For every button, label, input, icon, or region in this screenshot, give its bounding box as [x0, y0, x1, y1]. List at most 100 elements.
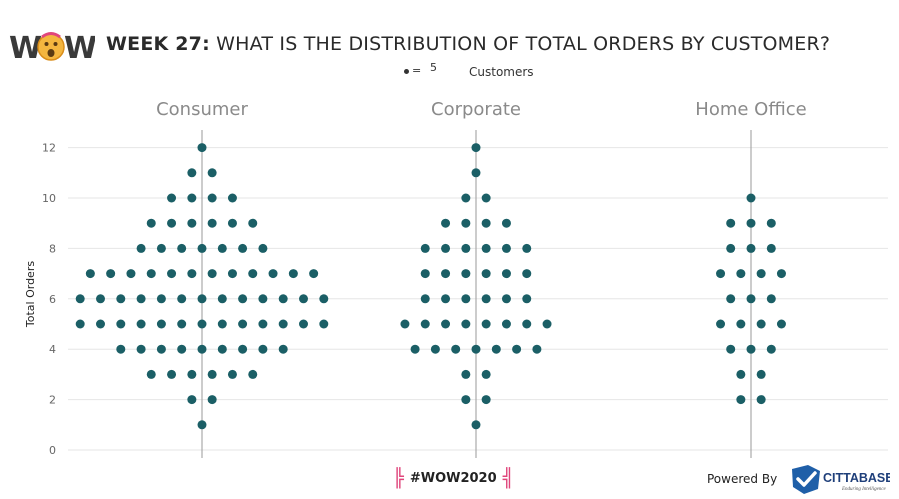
dot-orders-6: [501, 294, 511, 304]
dot-orders-7: [146, 269, 156, 279]
dot-orders-8: [461, 243, 471, 253]
dot-orders-10: [187, 193, 197, 203]
dot-orders-4: [746, 344, 756, 354]
dot-orders-6: [746, 294, 756, 304]
dot-orders-8: [156, 243, 166, 253]
dot-orders-7: [309, 269, 319, 279]
page-title: WEEK 27: WHAT IS THE DISTRIBUTION OF TOT…: [106, 33, 830, 55]
dot-orders-9: [187, 218, 197, 228]
y-tick-label: 0: [49, 444, 56, 457]
dot-orders-2: [756, 395, 766, 405]
dot-orders-7: [461, 269, 471, 279]
dot-orders-2: [187, 395, 197, 405]
dot-orders-6: [136, 294, 146, 304]
dot-orders-8: [177, 243, 187, 253]
dot-orders-7: [288, 269, 298, 279]
dot-orders-12: [197, 143, 207, 153]
dot-orders-5: [776, 319, 786, 329]
title-week: WEEK 27:: [106, 33, 210, 55]
dot-orders-8: [522, 243, 532, 253]
dot-orders-5: [420, 319, 430, 329]
y-tick-label: 6: [49, 293, 56, 306]
dot-orders-6: [197, 294, 207, 304]
dot-orders-4: [217, 344, 227, 354]
panels: Consumer Corporate Home Office: [75, 99, 807, 458]
y-axis-label: Total Orders: [24, 261, 37, 328]
dot-orders-7: [248, 269, 258, 279]
legend-dot-icon: [404, 69, 409, 74]
dot-orders-6: [177, 294, 187, 304]
dot-orders-7: [736, 269, 746, 279]
dot-orders-4: [238, 344, 248, 354]
gridlines: [68, 147, 888, 451]
dot-orders-7: [167, 269, 177, 279]
panel-header: Home Office: [695, 99, 806, 120]
dot-orders-6: [420, 294, 430, 304]
dot-orders-5: [319, 319, 329, 329]
brand-tagline: Enduring Intelligence: [841, 487, 887, 492]
dot-orders-7: [126, 269, 136, 279]
dot-orders-9: [746, 218, 756, 228]
dot-orders-8: [197, 243, 207, 253]
dot-orders-10: [207, 193, 217, 203]
dot-orders-12: [471, 143, 481, 153]
dot-orders-3: [187, 369, 197, 379]
dot-orders-1: [197, 420, 207, 430]
dot-orders-6: [217, 294, 227, 304]
dot-orders-7: [207, 269, 217, 279]
dot-orders-9: [248, 218, 258, 228]
dot-orders-6: [116, 294, 126, 304]
dot-orders-9: [726, 218, 736, 228]
dot-orders-8: [258, 243, 268, 253]
dot-orders-9: [227, 218, 237, 228]
dot-orders-4: [197, 344, 207, 354]
panel-consumer: Consumer: [75, 99, 329, 458]
dot-orders-8: [501, 243, 511, 253]
dot-orders-7: [420, 269, 430, 279]
dot-orders-3: [736, 369, 746, 379]
dot-orders-3: [207, 369, 217, 379]
dot-orders-6: [319, 294, 329, 304]
dot-orders-6: [238, 294, 248, 304]
right-bracket-icon: ╣: [502, 467, 514, 489]
dot-orders-9: [461, 218, 471, 228]
dot-orders-6: [156, 294, 166, 304]
dot-orders-10: [461, 193, 471, 203]
dot-orders-4: [136, 344, 146, 354]
footer-hashtag: ╠ #WOW2020 ╣: [393, 467, 514, 489]
dot-orders-6: [766, 294, 776, 304]
dot-orders-1: [471, 420, 481, 430]
dot-orders-6: [278, 294, 288, 304]
dot-orders-8: [746, 243, 756, 253]
dot-orders-3: [461, 369, 471, 379]
dot-orders-9: [167, 218, 177, 228]
dot-orders-2: [736, 395, 746, 405]
dot-orders-7: [776, 269, 786, 279]
panel-home-office: Home Office: [695, 99, 807, 458]
dot-orders-3: [481, 369, 491, 379]
dot-orders-8: [136, 243, 146, 253]
dot-orders-9: [207, 218, 217, 228]
cittabase-logo: CITTABASE Enduring Intelligence: [792, 465, 890, 494]
dot-orders-3: [146, 369, 156, 379]
dot-orders-9: [146, 218, 156, 228]
dot-orders-9: [766, 218, 776, 228]
legend-unit-label: Customers: [469, 65, 534, 79]
dot-orders-6: [461, 294, 471, 304]
dot-orders-4: [532, 344, 542, 354]
dot-orders-5: [501, 319, 511, 329]
wow-logo: W W: [9, 31, 95, 64]
dot-orders-5: [217, 319, 227, 329]
dot-orders-11: [471, 168, 481, 178]
y-tick-label: 4: [49, 343, 56, 356]
dot-orders-4: [278, 344, 288, 354]
panel-corporate: Corporate: [400, 99, 552, 458]
dot-orders-4: [430, 344, 440, 354]
dot-orders-4: [177, 344, 187, 354]
y-axis: 0 2 4 6 8 10 12 Total Orders: [24, 142, 56, 457]
dot-orders-7: [481, 269, 491, 279]
dot-orders-4: [512, 344, 522, 354]
dot-orders-5: [278, 319, 288, 329]
dot-orders-5: [96, 319, 105, 329]
dot-orders-7: [227, 269, 237, 279]
